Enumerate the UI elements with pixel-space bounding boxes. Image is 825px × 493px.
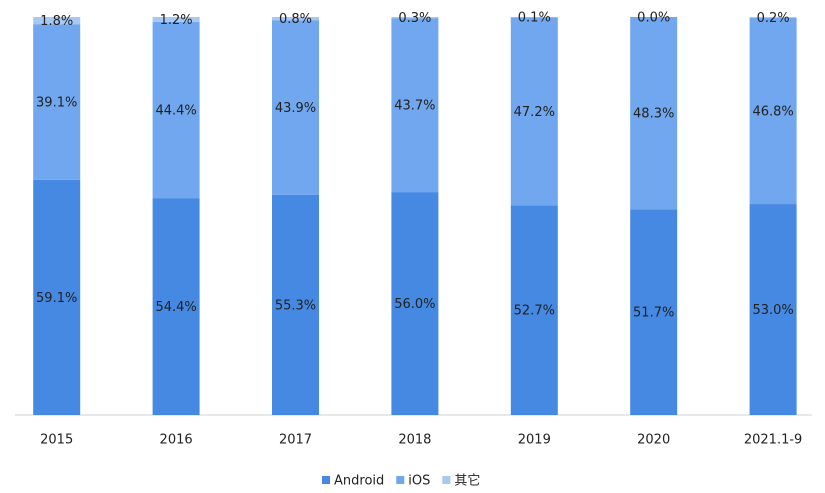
bar-segment [272, 17, 319, 21]
x-tick-label: 2019 [518, 433, 551, 448]
x-tick-label: 2016 [160, 433, 193, 448]
data-label: 55.3% [275, 298, 316, 313]
data-label: 0.2% [757, 11, 790, 26]
legend-swatch [396, 476, 405, 484]
bar-segment [630, 17, 678, 210]
data-label: 52.7% [514, 304, 555, 319]
data-label: 47.2% [514, 105, 555, 120]
legend-swatch [322, 476, 330, 484]
x-tick-label: 2021.1-9 [744, 433, 802, 448]
data-label: 48.3% [633, 107, 674, 122]
data-label: 1.2% [160, 13, 193, 28]
data-label: 44.4% [155, 104, 196, 119]
x-tick-label: 2017 [279, 433, 312, 448]
legend-label: Android [334, 474, 384, 489]
data-label: 43.9% [275, 101, 316, 116]
bar-segment [749, 17, 797, 205]
bar-segment [33, 24, 81, 180]
bar-segment [510, 17, 558, 206]
data-label: 0.0% [637, 11, 670, 26]
data-label: 46.8% [752, 104, 793, 119]
x-tick-label: 2020 [637, 433, 670, 448]
bar-segment [391, 192, 439, 415]
bar-segment [510, 205, 558, 415]
legend-label: 其它 [454, 473, 480, 489]
data-label: 43.7% [394, 99, 435, 114]
data-label: 0.8% [279, 12, 312, 27]
data-label: 53.0% [752, 303, 793, 318]
bar-segment [272, 194, 319, 415]
data-label: 56.0% [394, 297, 435, 312]
data-label: 1.8% [40, 14, 73, 29]
bar-segment [152, 198, 200, 415]
data-label: 59.1% [36, 291, 77, 306]
data-label: 0.1% [518, 11, 551, 26]
bar-segment [749, 204, 797, 415]
bar-segment [391, 18, 439, 193]
bar-segment [152, 21, 200, 199]
legend-label: iOS [408, 474, 430, 489]
data-label: 39.1% [36, 95, 77, 110]
bar-segment [33, 179, 81, 415]
bar-segment [33, 17, 81, 25]
bar-segment [272, 20, 319, 195]
x-tick-label: 2018 [398, 433, 431, 448]
data-label: 51.7% [633, 306, 674, 321]
bar-segment [152, 17, 200, 22]
data-label: 54.4% [155, 300, 196, 315]
bar-segment [391, 17, 439, 19]
data-label: 0.3% [398, 11, 431, 26]
bar-segment [749, 17, 797, 18]
legend-swatch [442, 476, 451, 484]
x-tick-label: 2015 [40, 433, 73, 448]
bar-segment [630, 209, 678, 415]
